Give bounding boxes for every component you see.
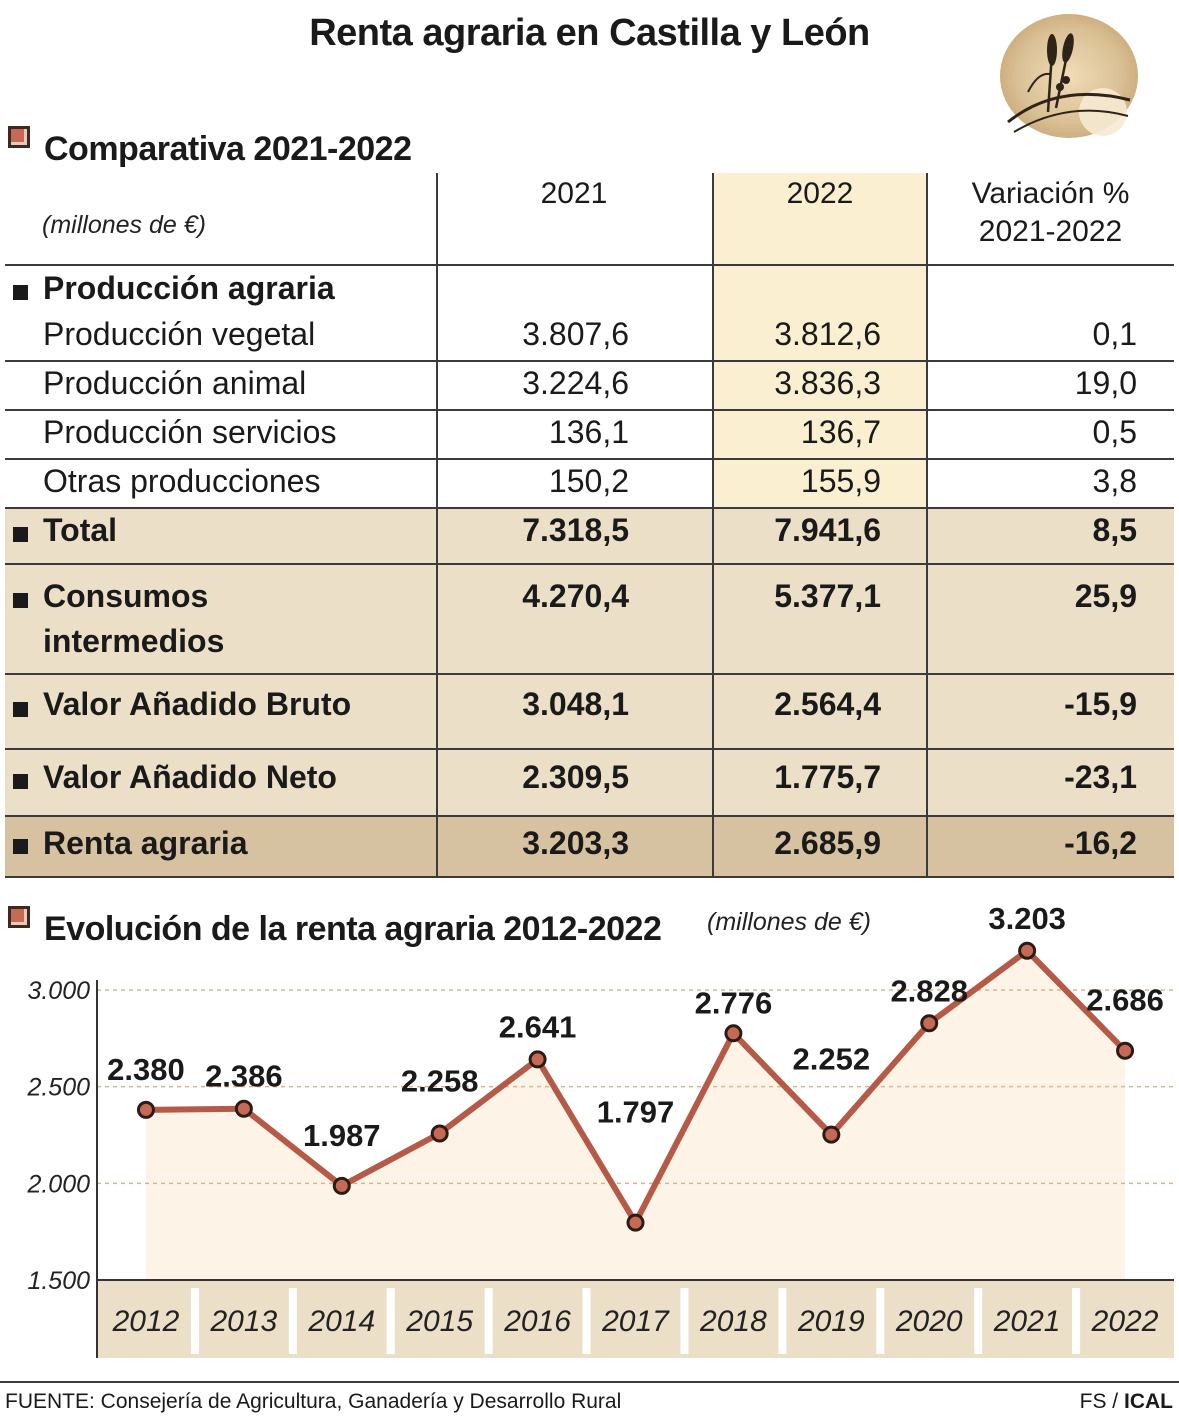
data-label: 2.252 xyxy=(793,1042,871,1077)
data-label: 3.203 xyxy=(988,901,1066,936)
y-tick-label: 1.500 xyxy=(27,1267,90,1295)
table-heading: Comparativa 2021-2022 xyxy=(8,126,412,169)
source-note: FUENTE: Consejería de Agricultura, Ganad… xyxy=(5,1390,622,1413)
data-point xyxy=(332,1176,351,1195)
row-band-van xyxy=(5,749,1174,815)
data-label: 2.828 xyxy=(890,973,968,1008)
y-tick-label: 3.000 xyxy=(27,977,90,1005)
row-bullet-icon xyxy=(13,702,28,717)
row-band-total xyxy=(5,508,1174,563)
col-header-variation: Variación % xyxy=(971,177,1130,210)
data-label: 2.386 xyxy=(205,1059,283,1094)
series-line xyxy=(145,947,1128,1226)
data-point xyxy=(626,1213,645,1232)
data-point xyxy=(920,1014,939,1033)
page-title: Renta agraria en Castilla y León xyxy=(309,12,870,54)
data-point xyxy=(234,1099,253,1118)
row-bullet-icon xyxy=(13,527,28,542)
row-bullet-icon xyxy=(13,774,28,789)
chart-units: (millones de €) xyxy=(707,908,871,936)
data-label: 2.258 xyxy=(401,1063,479,1098)
section-bullet-icon xyxy=(8,126,30,148)
data-label: 2.686 xyxy=(1086,983,1164,1018)
row-bullet-icon xyxy=(13,839,28,854)
credit: FS / ICAL xyxy=(1079,1390,1173,1413)
row-bullet-icon xyxy=(13,593,28,608)
area-fill xyxy=(145,950,1126,1280)
row-bullet-icon xyxy=(13,285,28,300)
data-label: 1.797 xyxy=(597,1095,675,1130)
row-band-vab xyxy=(5,674,1174,748)
col-header-2021: 2021 xyxy=(540,177,608,210)
data-point xyxy=(724,1024,743,1043)
comparison-table: (millones de €) 2021 2022 Variación % 20… xyxy=(5,173,1174,878)
table-units: (millones de €) xyxy=(42,211,206,239)
data-point xyxy=(1116,1041,1135,1060)
data-point xyxy=(822,1125,841,1144)
data-label: 1.987 xyxy=(303,1118,381,1153)
data-label: 2.641 xyxy=(499,1009,577,1044)
footer-divider xyxy=(0,1381,1179,1383)
y-tick-label: 2.000 xyxy=(26,1170,90,1198)
column-2022-highlight xyxy=(713,173,927,508)
data-label: 2.776 xyxy=(695,985,773,1020)
data-point xyxy=(430,1124,449,1143)
col-header-variation-years: 2021-2022 xyxy=(978,215,1123,248)
chart-heading: Evolución de la renta agraria 2012-2022 xyxy=(8,906,662,949)
wheat-emblem-icon xyxy=(1000,14,1138,138)
x-axis-band xyxy=(97,1281,1174,1358)
data-point xyxy=(528,1050,547,1069)
section-bullet-icon xyxy=(8,906,30,928)
data-point xyxy=(1018,941,1037,960)
row-band-renta xyxy=(5,816,1174,878)
y-tick-label: 2.500 xyxy=(26,1074,90,1102)
data-point xyxy=(136,1100,155,1119)
group-label: Producción agraria xyxy=(43,270,335,306)
col-header-2022: 2022 xyxy=(786,177,854,210)
row-band-consumos xyxy=(5,564,1174,673)
data-label: 2.380 xyxy=(107,1052,185,1087)
